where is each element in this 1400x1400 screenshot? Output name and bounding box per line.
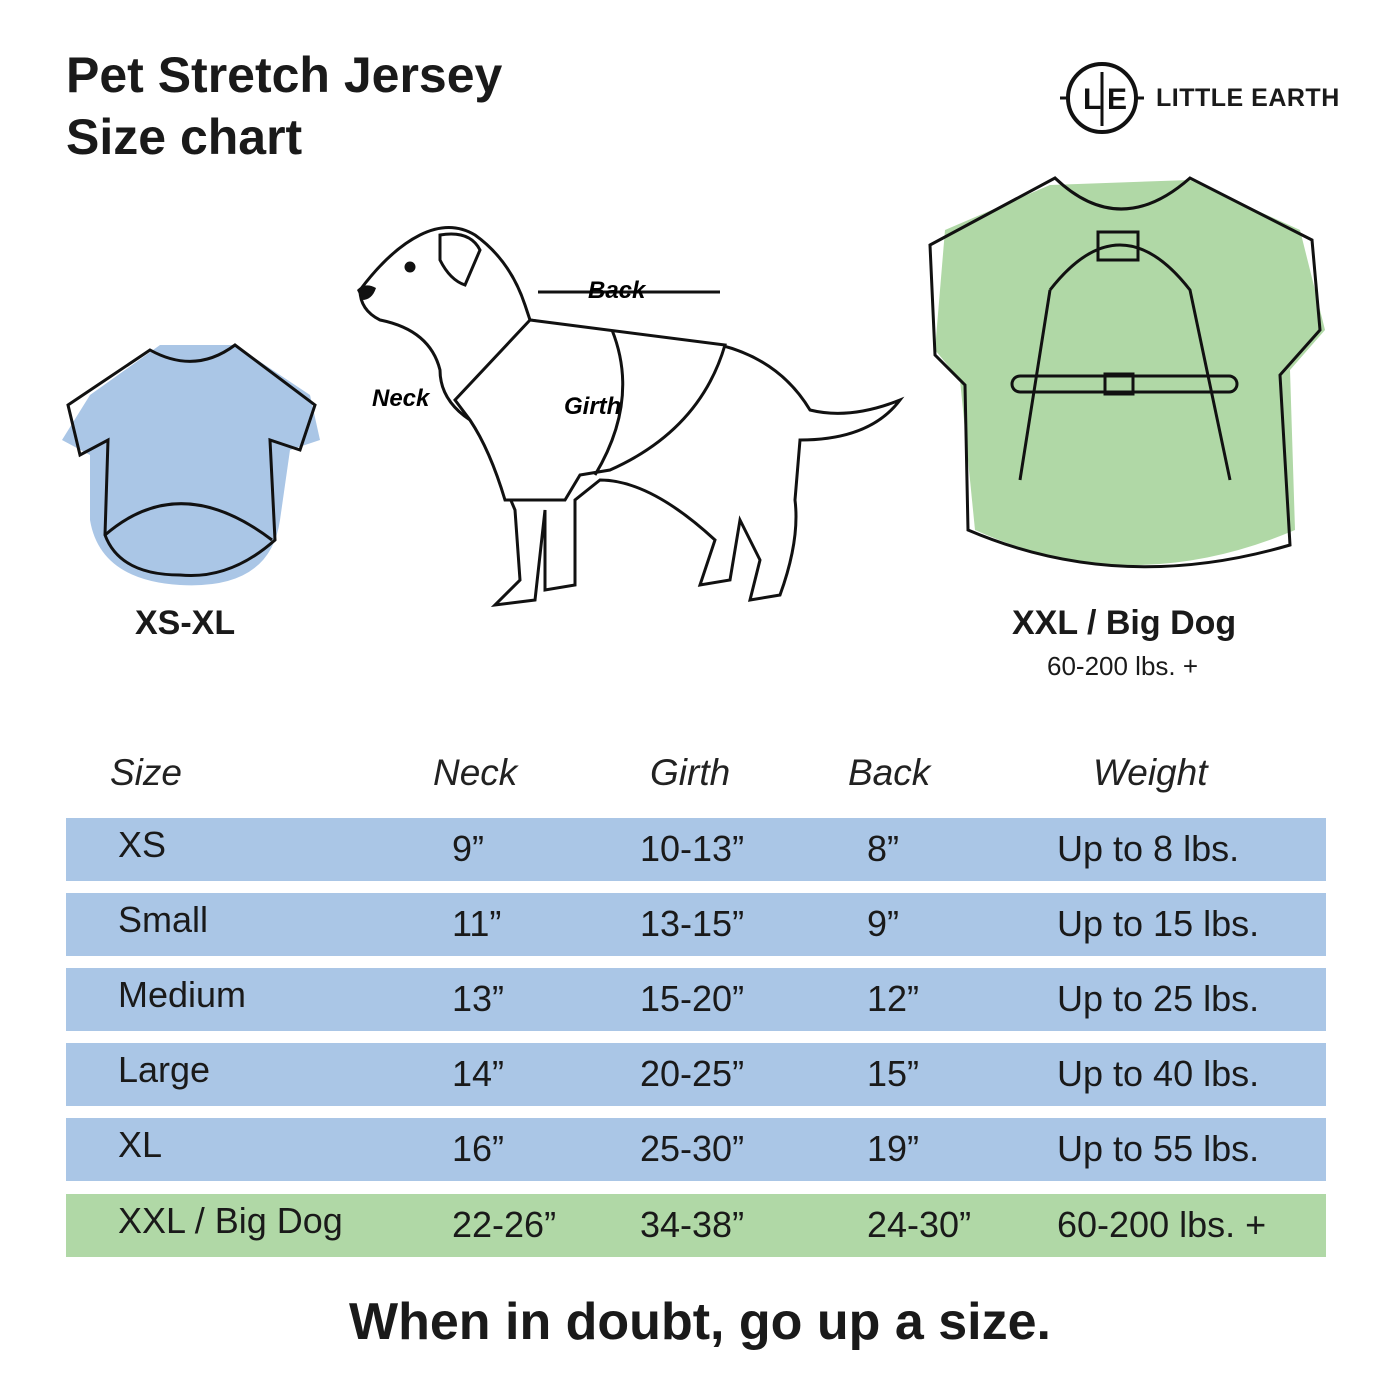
cell-size: Medium	[118, 974, 247, 1015]
cell-size: XS	[118, 824, 167, 865]
cell-size: XL	[118, 1124, 163, 1165]
cell-girth: 15-20”	[640, 978, 745, 1019]
table-row: Medium 13” 15-20” 12” Up to 25 lbs.	[66, 968, 1326, 1031]
cell-back: 12”	[867, 978, 920, 1019]
cell-weight: 60-200 lbs. +	[1057, 1204, 1267, 1245]
cell-weight: Up to 8 lbs.	[1057, 828, 1240, 869]
header-back: Back	[848, 752, 931, 793]
big-jersey-illustration	[928, 176, 1325, 569]
cell-girth: 20-25”	[640, 1053, 745, 1094]
table-row: Large 14” 20-25” 15” Up to 40 lbs.	[66, 1043, 1326, 1106]
cell-back: 24-30”	[867, 1204, 972, 1245]
small-jersey-label: XS-XL	[135, 604, 236, 642]
cell-size: Small	[118, 899, 209, 940]
page-title: Pet Stretch Jersey Size chart	[66, 47, 503, 165]
small-jersey-illustration	[62, 343, 320, 586]
header-girth: Girth	[650, 752, 731, 793]
footer-note: When in doubt, go up a size.	[349, 1293, 1051, 1351]
cell-size: XXL / Big Dog	[118, 1200, 343, 1241]
cell-weight: Up to 55 lbs.	[1057, 1128, 1260, 1169]
header-size: Size	[110, 752, 182, 793]
dog-illustration	[358, 226, 905, 608]
header-neck: Neck	[433, 752, 518, 793]
cell-neck: 16”	[452, 1128, 505, 1169]
svg-text:L: L	[1083, 83, 1101, 116]
table-row: XXL / Big Dog 22-26” 34-38” 24-30” 60-200 lb…	[66, 1194, 1326, 1257]
cell-neck: 11”	[452, 903, 502, 944]
cell-girth: 25-30”	[640, 1128, 745, 1169]
cell-weight: Up to 40 lbs.	[1057, 1053, 1260, 1094]
table-row: XS 9” 10-13” 8” Up to 8 lbs.	[66, 818, 1326, 881]
illustrations: Back Neck Girth	[62, 176, 1325, 608]
cell-size: Large	[118, 1049, 211, 1090]
cell-back: 8”	[867, 828, 900, 869]
cell-back: 9”	[867, 903, 900, 944]
brand-logo: L E	[1060, 62, 1144, 134]
cell-girth: 34-38”	[640, 1204, 745, 1245]
neck-label: Neck	[372, 385, 431, 412]
girth-label: Girth	[564, 393, 621, 420]
big-jersey-weight: 60-200 lbs. +	[1047, 651, 1199, 681]
table-row: XL 16” 25-30” 19” Up to 55 lbs.	[66, 1118, 1326, 1181]
table-row: Small 11” 13-15” 9” Up to 15 lbs.	[66, 893, 1326, 956]
cell-weight: Up to 15 lbs.	[1057, 903, 1260, 944]
cell-girth: 13-15”	[640, 903, 745, 944]
cell-back: 19”	[867, 1128, 920, 1169]
header-weight: Weight	[1093, 752, 1208, 793]
cell-neck: 13”	[452, 978, 505, 1019]
cell-weight: Up to 25 lbs.	[1057, 978, 1260, 1019]
cell-neck: 9”	[452, 828, 485, 869]
cell-neck: 14”	[452, 1053, 505, 1094]
cell-neck: 22-26”	[452, 1204, 557, 1245]
cell-girth: 10-13”	[640, 828, 745, 869]
big-jersey-label: XXL / Big Dog	[1012, 604, 1237, 642]
back-label: Back	[588, 277, 647, 304]
cell-back: 15”	[867, 1053, 920, 1094]
brand-name: LITTLE EARTH	[1156, 84, 1340, 112]
svg-text:E: E	[1107, 83, 1127, 116]
